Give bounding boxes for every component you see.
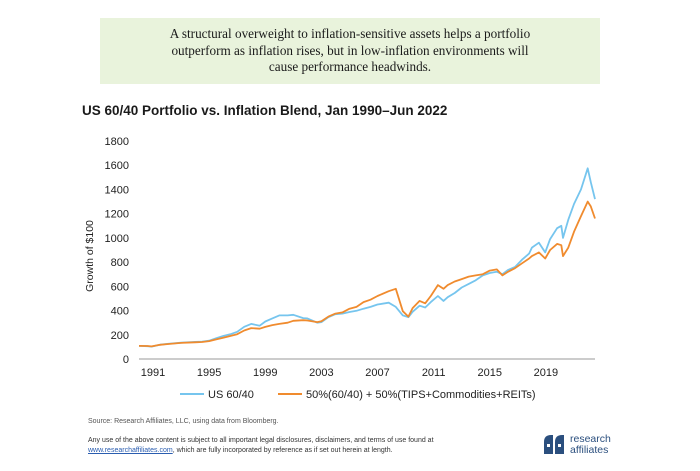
y-tick-label: 200	[111, 330, 129, 342]
logo-mark-icon	[544, 435, 564, 454]
chart-title: US 60/40 Portfolio vs. Inflation Blend, …	[82, 103, 448, 118]
y-tick-label: 800	[111, 257, 129, 269]
callout-line-3: cause performance headwinds.	[268, 59, 432, 74]
x-tick-label: 2003	[309, 367, 333, 379]
callout-box: A structural overweight to inflation-sen…	[100, 18, 600, 84]
y-tick-label: 600	[111, 281, 129, 293]
y-axis-label: Growth of $100	[84, 220, 96, 292]
y-tick-label: 1200	[105, 209, 129, 221]
series-lines	[138, 167, 596, 348]
x-tick-label: 1995	[197, 367, 221, 379]
x-tick-label: 2011	[422, 367, 446, 379]
logo-line-2: affiliates	[570, 444, 609, 456]
disclaimer-line-1: Any use of the above content is subject …	[88, 437, 434, 444]
source-note: Source: Research Affiliates, LLC, using …	[88, 418, 279, 425]
disclaimer-rest: , which are fully incorporated by refere…	[172, 446, 393, 454]
y-tick-label: 1800	[105, 136, 129, 148]
series-line-1	[138, 200, 596, 348]
y-tick-label: 1600	[105, 160, 129, 172]
x-tick-label: 2019	[534, 367, 558, 379]
legend-label-1: 50%(60/40) + 50%(TIPS+Commodities+REITs)	[306, 389, 536, 401]
x-tick-label: 1999	[253, 367, 277, 379]
y-axis-ticks: 0 200 400 600 800 1000 1200 1400 1600 1800	[105, 136, 129, 366]
y-tick-label: 0	[123, 354, 129, 366]
x-tick-label: 1991	[141, 367, 165, 379]
x-tick-label: 2007	[365, 367, 389, 379]
disclaimer: Any use of the above content is subject …	[88, 436, 488, 455]
legend-label-0: US 60/40	[208, 389, 254, 401]
y-tick-label: 1000	[105, 233, 129, 245]
research-affiliates-logo[interactable]: research affiliates	[542, 432, 642, 460]
logo-wordmark: research affiliates	[570, 434, 611, 456]
y-tick-label: 400	[111, 306, 129, 318]
series-line-0	[138, 167, 596, 348]
callout-line-2: outperform as inflation rises, but in lo…	[171, 42, 529, 58]
callout-line-1: A structural overweight to inflation-sen…	[169, 26, 531, 41]
logo-line-1: research	[570, 433, 611, 445]
website-link[interactable]: www.researchaffiliates.com	[88, 446, 173, 454]
x-tick-label: 2015	[478, 367, 502, 379]
chart-legend: US 60/40 50%(60/40) + 50%(TIPS+Commoditie…	[180, 389, 536, 401]
y-tick-label: 1400	[105, 184, 129, 196]
x-axis-ticks: 1991 1995 1999 2003 2007 2011 2015 2019	[141, 367, 558, 379]
